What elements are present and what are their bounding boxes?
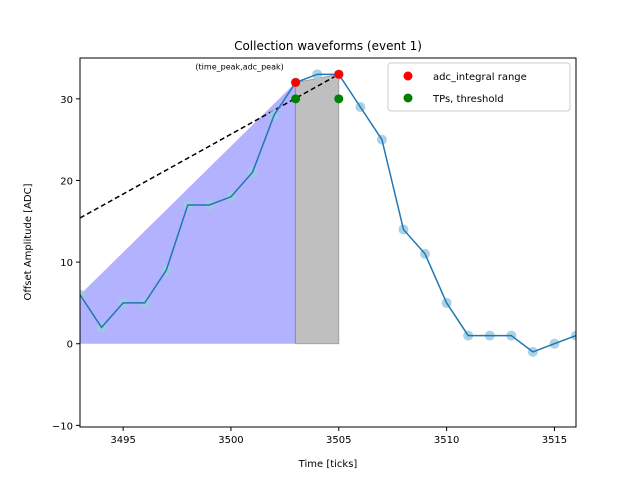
legend: adc_integral range TPs, threshold (387, 62, 571, 112)
legend-entry: adc_integral range (433, 72, 527, 83)
x-tick-label: 3505 (326, 435, 351, 446)
peak-annotation: (time_peak,adc_peak) (195, 62, 283, 71)
y-tick-label: 10 (60, 258, 73, 269)
legend-marker (403, 71, 413, 81)
x-tick-label: 3500 (218, 435, 243, 446)
baseline-dashed-line (79, 73, 340, 219)
y-tick-label: −10 (52, 421, 73, 432)
x-tick-label: 3510 (434, 435, 459, 446)
x-tick-label: 3495 (110, 435, 135, 446)
waveform-line (80, 73, 576, 353)
y-tick-label: 0 (67, 340, 73, 351)
series-point (291, 94, 301, 104)
x-tick-label: 3515 (542, 435, 567, 446)
y-tick-label: 30 (60, 95, 73, 106)
legend-entry: TPs, threshold (432, 94, 504, 105)
series-point (334, 94, 344, 104)
series-point (291, 77, 301, 87)
chart-title: Collection waveforms (event 1) (234, 39, 422, 53)
series-point (334, 69, 344, 79)
plot-frame (79, 57, 577, 428)
y-axis-label: Offset Amplitude [ADC] (23, 183, 34, 300)
integral-range-fill (80, 82, 296, 344)
plot-area: (time_peak,adc_peak) 3495 3500 3505 3510 3515… (52, 57, 577, 446)
x-axis-label: Time [ticks] (298, 459, 358, 470)
legend-marker (403, 93, 413, 103)
y-tick-label: 20 (60, 176, 73, 187)
legend-box (387, 62, 571, 112)
waveform-point (571, 330, 576, 341)
tp-range-fill (295, 73, 340, 345)
